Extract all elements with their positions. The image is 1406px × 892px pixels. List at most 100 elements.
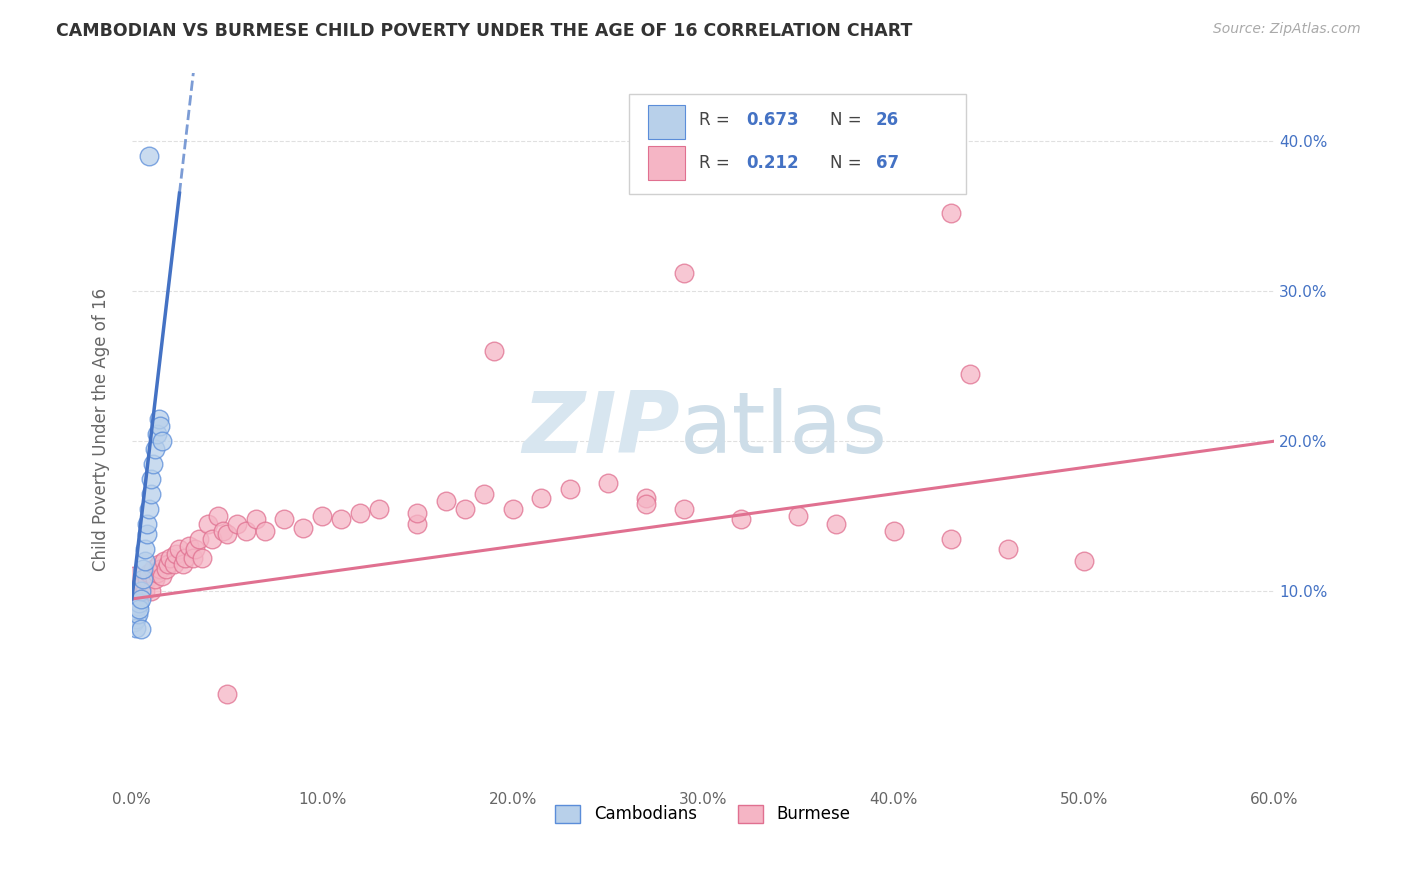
FancyBboxPatch shape	[648, 105, 685, 139]
Point	[138, 501, 160, 516]
Point	[134, 554, 156, 568]
Text: R =: R =	[699, 111, 730, 128]
Point	[215, 687, 238, 701]
Point	[127, 599, 149, 614]
Point	[131, 587, 153, 601]
Point	[128, 597, 150, 611]
Point	[131, 622, 153, 636]
Point	[959, 367, 981, 381]
Point	[169, 542, 191, 557]
Point	[558, 482, 581, 496]
Point	[349, 506, 371, 520]
Point	[330, 512, 353, 526]
Point	[122, 615, 145, 629]
Point	[139, 487, 162, 501]
Point	[215, 527, 238, 541]
Point	[191, 551, 214, 566]
Point	[149, 562, 172, 576]
Point	[825, 516, 848, 531]
Point	[172, 558, 194, 572]
Point	[730, 512, 752, 526]
Point	[127, 607, 149, 621]
Point	[150, 434, 173, 449]
Point	[187, 532, 209, 546]
Text: N =: N =	[830, 111, 862, 128]
Text: atlas: atlas	[681, 388, 889, 471]
Point	[157, 558, 180, 572]
Point	[997, 542, 1019, 557]
Text: N =: N =	[830, 153, 862, 171]
Point	[235, 524, 257, 539]
Point	[155, 562, 177, 576]
Point	[406, 516, 429, 531]
Point	[596, 476, 619, 491]
Point	[165, 547, 187, 561]
Point	[131, 591, 153, 606]
Point	[138, 148, 160, 162]
Text: 67: 67	[876, 153, 898, 171]
Point	[127, 582, 149, 596]
Point	[145, 566, 167, 581]
Y-axis label: Child Poverty Under the Age of 16: Child Poverty Under the Age of 16	[93, 288, 110, 572]
Point	[139, 584, 162, 599]
Point	[163, 558, 186, 572]
Point	[142, 562, 165, 576]
Point	[122, 569, 145, 583]
Point	[149, 419, 172, 434]
Point	[634, 491, 657, 506]
Point	[138, 566, 160, 581]
FancyBboxPatch shape	[648, 145, 685, 180]
Point	[145, 426, 167, 441]
Point	[143, 442, 166, 456]
Point	[177, 540, 200, 554]
FancyBboxPatch shape	[628, 95, 966, 194]
Point	[482, 344, 505, 359]
Point	[183, 542, 205, 557]
Point	[128, 602, 150, 616]
Point	[368, 501, 391, 516]
Text: R =: R =	[699, 153, 730, 171]
Point	[673, 501, 696, 516]
Point	[883, 524, 905, 539]
Text: CAMBODIAN VS BURMESE CHILD POVERTY UNDER THE AGE OF 16 CORRELATION CHART: CAMBODIAN VS BURMESE CHILD POVERTY UNDER…	[56, 22, 912, 40]
Point	[132, 573, 155, 587]
Point	[939, 206, 962, 220]
Point	[131, 584, 153, 599]
Point	[787, 509, 810, 524]
Point	[174, 551, 197, 566]
Point	[201, 532, 224, 546]
Text: ZIP: ZIP	[523, 388, 681, 471]
Point	[472, 487, 495, 501]
Point	[139, 472, 162, 486]
Point	[292, 521, 315, 535]
Point	[143, 573, 166, 587]
Point	[1073, 554, 1095, 568]
Text: 26: 26	[876, 111, 898, 128]
Point	[530, 491, 553, 506]
Point	[124, 620, 146, 634]
Point	[159, 551, 181, 566]
Legend: Cambodians, Burmese: Cambodians, Burmese	[548, 797, 858, 830]
Point	[124, 611, 146, 625]
Point	[212, 524, 235, 539]
Point	[245, 512, 267, 526]
Point	[502, 501, 524, 516]
Point	[311, 509, 333, 524]
Point	[132, 562, 155, 576]
Point	[134, 542, 156, 557]
Point	[939, 532, 962, 546]
Point	[142, 457, 165, 471]
Text: 0.212: 0.212	[747, 153, 799, 171]
Point	[225, 516, 247, 531]
Point	[273, 512, 295, 526]
Point	[148, 558, 170, 572]
Point	[132, 577, 155, 591]
Point	[197, 516, 219, 531]
Point	[634, 497, 657, 511]
Point	[406, 506, 429, 520]
Point	[136, 516, 159, 531]
Point	[454, 501, 477, 516]
Point	[150, 569, 173, 583]
Point	[136, 573, 159, 587]
Text: 0.673: 0.673	[747, 111, 799, 128]
